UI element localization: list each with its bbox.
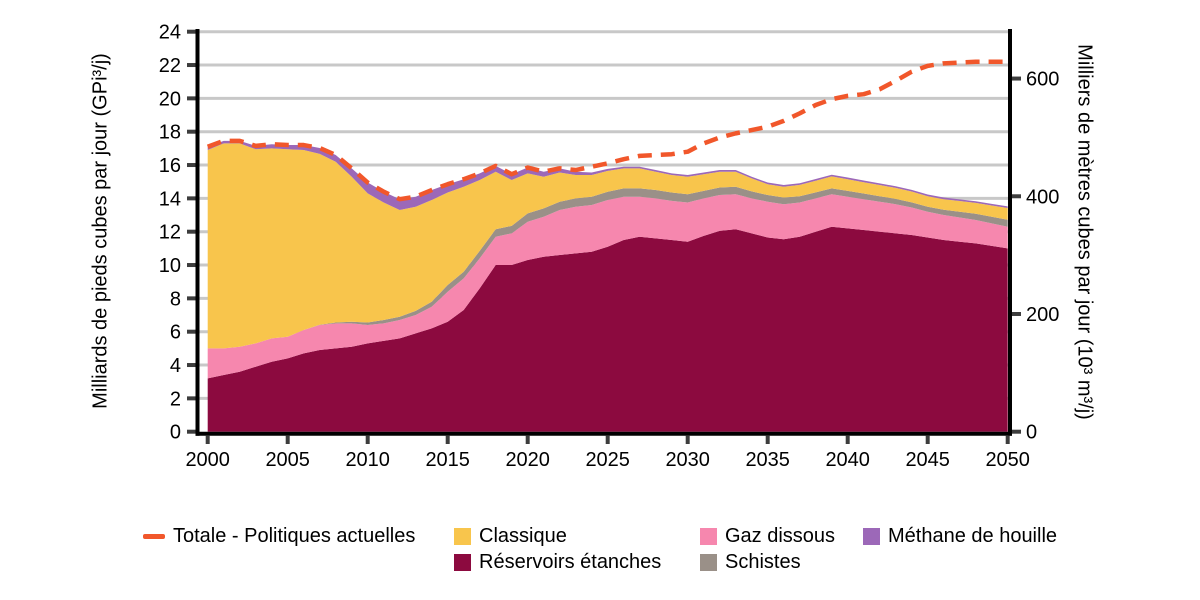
x-tick-label: 2045	[905, 449, 950, 471]
left-tick-label: 14	[159, 188, 181, 210]
left-tick-label: 24	[159, 22, 181, 44]
area-conventional	[207, 143, 1008, 349]
legend-item-conventional: Classique	[454, 523, 567, 549]
left-tick-label: 4	[170, 355, 181, 377]
x-tick-label: 2040	[825, 449, 870, 471]
right-tick-label: 200	[1026, 304, 1059, 326]
area-tight	[207, 226, 1008, 432]
left-tick-label: 16	[159, 155, 181, 177]
legend-label-conventional: Classique	[479, 525, 567, 547]
x-tick-label: 2015	[425, 449, 470, 471]
legend-label-cbm: Méthane de houille	[888, 525, 1058, 547]
x-tick-label: 2005	[265, 449, 310, 471]
x-tick-label: 2035	[745, 449, 790, 471]
legend-item-cbm: Méthane de houille	[863, 523, 1057, 549]
legend-swatch-shale	[700, 553, 717, 571]
legend-label-tight: Réservoirs étanches	[479, 551, 662, 573]
legend-swatch-total	[143, 533, 165, 539]
right-tick-label: 400	[1026, 186, 1059, 208]
x-tick-label: 2010	[345, 449, 390, 471]
x-tick-label: 2020	[505, 449, 550, 471]
legend-swatch-conventional	[454, 527, 471, 545]
legend-item-total: Totale - Politiques actuelles	[143, 523, 415, 549]
left-tick-label: 22	[159, 55, 181, 77]
left-tick-label: 0	[170, 422, 181, 444]
left-axis-title: Milliards de pieds cubes par jour (GPi³/…	[89, 53, 112, 409]
left-tick-label: 20	[159, 88, 181, 110]
legend-item-solution: Gaz dissous	[700, 523, 835, 549]
legend-swatch-solution	[700, 527, 717, 545]
x-tick-label: 2025	[585, 449, 630, 471]
area-solution	[207, 194, 1008, 379]
right-tick-label: 0	[1026, 422, 1037, 444]
legend-swatch-cbm	[863, 527, 880, 545]
x-tick-label: 2000	[185, 449, 230, 471]
legend-swatch-tight	[454, 553, 471, 571]
legend-item-shale: Schistes	[700, 549, 801, 575]
right-axis-title: Milliers de mètres cubes par jour (10³ m…	[1073, 44, 1096, 420]
right-tick-label: 600	[1026, 69, 1059, 91]
area-cbm	[207, 140, 1008, 211]
left-tick-label: 18	[159, 122, 181, 144]
legend-label-total: Totale - Politiques actuelles	[173, 525, 416, 547]
legend-item-tight: Réservoirs étanches	[454, 549, 661, 575]
stacked-areas	[207, 140, 1008, 432]
left-tick-label: 8	[170, 288, 181, 310]
left-tick-label: 12	[159, 222, 181, 244]
axes	[195, 29, 1012, 436]
tick-marks	[187, 29, 1021, 444]
left-tick-label: 10	[159, 255, 181, 277]
x-tick-label: 2030	[665, 449, 710, 471]
left-tick-label: 2	[170, 388, 181, 410]
total-line	[206, 59, 1008, 202]
left-tick-label: 6	[170, 322, 181, 344]
legend-label-solution: Gaz dissous	[725, 525, 836, 547]
x-tick-label: 2050	[985, 449, 1030, 471]
legend-label-shale: Schistes	[725, 551, 801, 573]
